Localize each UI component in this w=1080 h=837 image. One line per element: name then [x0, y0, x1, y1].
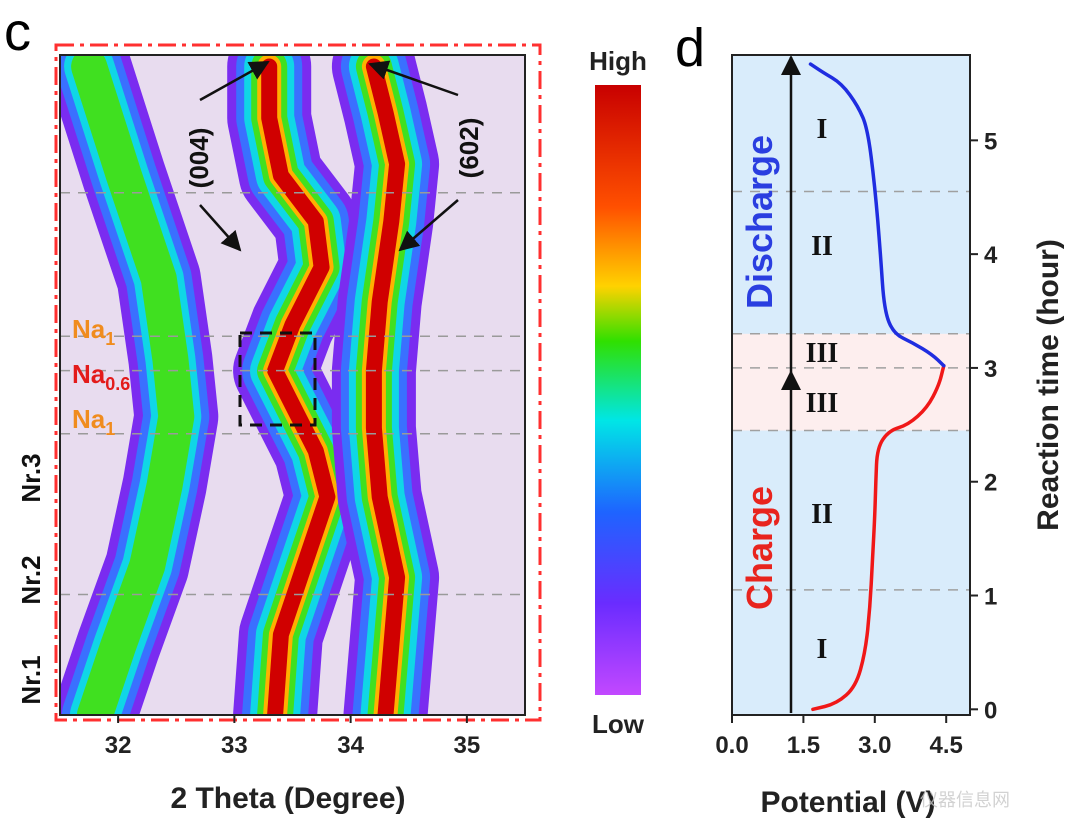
red-frame: [54, 43, 542, 722]
voltage-x-tick-label: 1.5: [787, 732, 820, 759]
voltage-y-tick-label: 5: [984, 128, 997, 155]
voltage-axes-frame: [731, 54, 971, 716]
voltage-x-tick-label: 3.0: [858, 732, 891, 759]
annotation-602: (602): [454, 118, 484, 179]
stage-label-top-iii: III: [806, 338, 839, 369]
voltage-x-axis-title: Potential (V): [760, 786, 935, 819]
heatmap-x-tick-label: 33: [221, 732, 248, 759]
voltage-x-tick-label: 0.0: [715, 732, 748, 759]
region-label-nr3: Nr.3: [16, 453, 46, 502]
heatmap-axes-frame: [59, 54, 526, 716]
arrow-004-top: [199, 60, 270, 102]
series-line-charge: [811, 363, 946, 712]
colorbar-low-label: Low: [592, 709, 645, 739]
voltage-y-tick-label: 0: [984, 697, 997, 724]
stage-label-bottom-iii: III: [806, 388, 839, 419]
phase-label-na06: Na0.6: [72, 359, 130, 394]
stage-label-bottom-i: I: [817, 634, 828, 665]
stage-label-top-ii: II: [811, 231, 833, 262]
voltage-y-ticks: 0 1 2 3 4 5: [970, 128, 998, 724]
heatmap-x-tick-label: 32: [105, 732, 132, 759]
heatmap-x-axis-title: 2 Theta (Degree): [170, 782, 405, 815]
highlight-box: [238, 331, 317, 427]
stage-label-bottom-ii: II: [811, 499, 833, 530]
heatmap-x-ticks: 32 33 34 35: [105, 715, 480, 759]
voltage-y-tick-label: 2: [984, 470, 997, 497]
panel-c-letter: c: [4, 2, 31, 62]
region-label-nr2: Nr.2: [16, 555, 46, 604]
panel-d-letter: d: [675, 18, 705, 78]
stage-label-top-i: I: [817, 114, 828, 145]
heatmap-x-tick-label: 34: [337, 732, 364, 759]
voltage-dashed-lines: [732, 190, 970, 591]
colorbar: [595, 85, 641, 695]
stage3-band: [732, 333, 970, 431]
voltage-y-tick-label: 4: [984, 242, 998, 269]
voltage-y-tick-label: 3: [984, 356, 997, 383]
colorbar-high-label: High: [589, 46, 647, 76]
heatmap-dashed-lines: [60, 191, 525, 596]
phase-label-na1-top: Na1: [72, 314, 115, 349]
arrow-004-mid: [199, 204, 242, 252]
voltage-y-axis-title: Reaction time (hour): [1032, 239, 1065, 531]
voltage-x-tick-label: 4.5: [930, 732, 963, 759]
charge-text: Charge: [739, 486, 780, 610]
discharge-text: Discharge: [739, 135, 780, 309]
ridge-left-band-4: [71, 55, 195, 715]
series-line-discharge: [808, 62, 946, 368]
region-label-nr1: Nr.1: [16, 655, 46, 704]
voltage-series: [808, 62, 946, 712]
arrow-602-top: [368, 60, 459, 97]
ridge-004-band-6: [261, 58, 336, 715]
heatmap-x-tick-label: 35: [454, 732, 481, 759]
arrow-602-mid: [398, 199, 459, 252]
phase-label-na1-bottom: Na1: [72, 404, 115, 439]
voltage-y-tick-label: 1: [984, 584, 997, 611]
annotation-004: (004): [184, 128, 214, 189]
watermark-text: 仪器信息网: [920, 790, 1010, 810]
voltage-x-ticks: 0.0 1.5 3.0 4.5: [715, 715, 963, 759]
